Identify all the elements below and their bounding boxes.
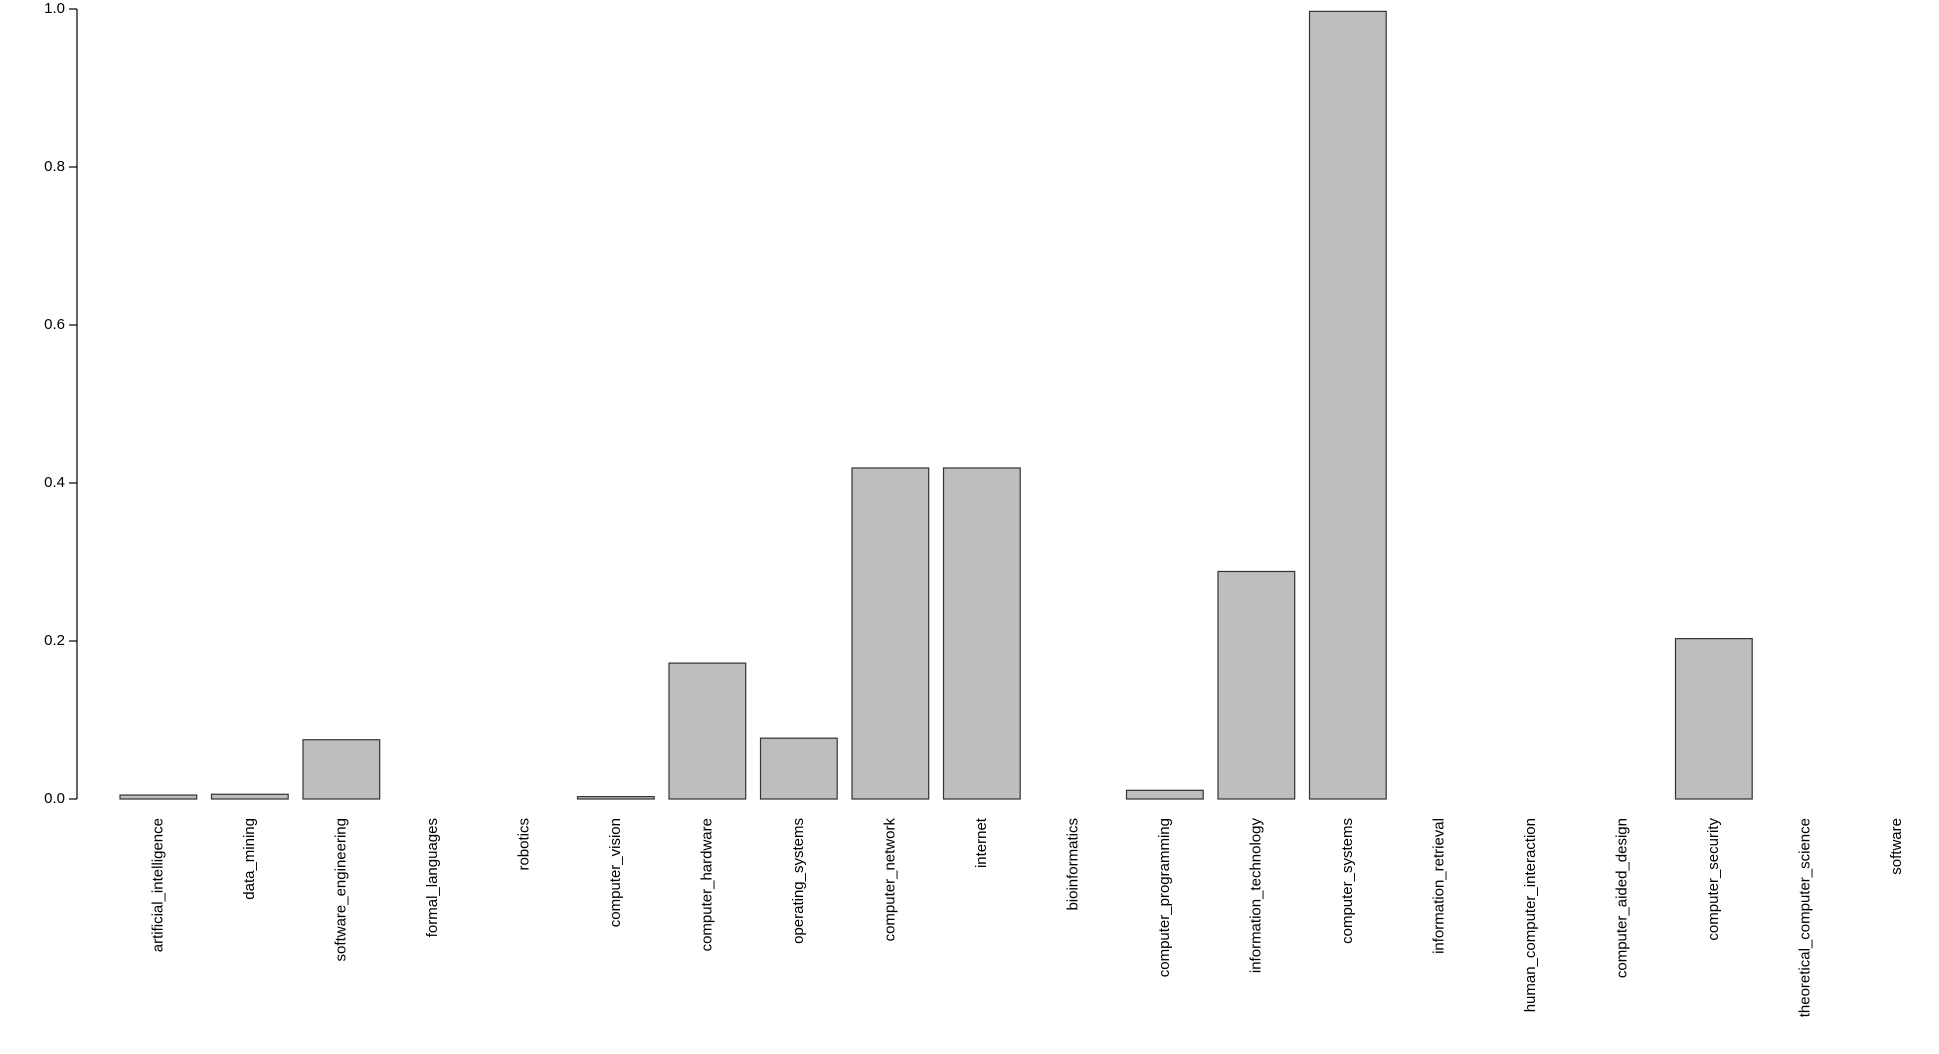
bar xyxy=(576,796,655,800)
y-tick-label: 0.8 xyxy=(44,158,65,175)
x-tick-label: computer_aided_design xyxy=(1613,818,1630,978)
bar xyxy=(759,737,838,800)
y-tick-label: 0.2 xyxy=(44,632,65,649)
x-tick-label: robotics xyxy=(515,818,532,871)
x-tick-label: information_technology xyxy=(1247,818,1264,974)
x-tick-label: computer_systems xyxy=(1339,818,1356,944)
y-tick-label: 0.0 xyxy=(44,790,65,807)
x-tick-label: computer_security xyxy=(1705,818,1722,941)
x-tick-label: software xyxy=(1888,818,1905,875)
x-tick-label: computer_vision xyxy=(607,818,624,927)
x-tick-label: information_retrieval xyxy=(1430,818,1447,954)
bar xyxy=(1308,10,1387,800)
x-tick-label: bioinformatics xyxy=(1064,818,1081,911)
bar xyxy=(119,794,198,800)
bar xyxy=(302,739,381,800)
x-tick-label: data_mining xyxy=(241,818,258,900)
bar xyxy=(1217,570,1296,800)
bar xyxy=(210,793,289,800)
bar xyxy=(851,467,930,800)
x-tick-label: computer_programming xyxy=(1156,818,1173,977)
x-tick-label: theoretical_computer_science xyxy=(1796,818,1813,1017)
bar xyxy=(1125,789,1204,800)
x-tick-label: computer_hardware xyxy=(698,818,715,951)
y-tick-label: 0.4 xyxy=(44,474,65,491)
x-tick-label: software_engineering xyxy=(332,818,349,961)
bar xyxy=(1674,638,1753,800)
x-tick-label: internet xyxy=(973,817,990,868)
x-tick-label: human_computer_interaction xyxy=(1522,818,1539,1012)
x-tick-label: operating_systems xyxy=(790,818,807,944)
x-tick-label: computer_network xyxy=(881,818,898,942)
x-tick-label: artificial_intelligence xyxy=(149,818,166,952)
bar xyxy=(668,662,747,800)
y-tick-label: 1.0 xyxy=(44,0,65,17)
y-tick-label: 0.6 xyxy=(44,316,65,333)
bar xyxy=(942,467,1021,800)
x-tick-label: formal_languages xyxy=(424,818,441,937)
